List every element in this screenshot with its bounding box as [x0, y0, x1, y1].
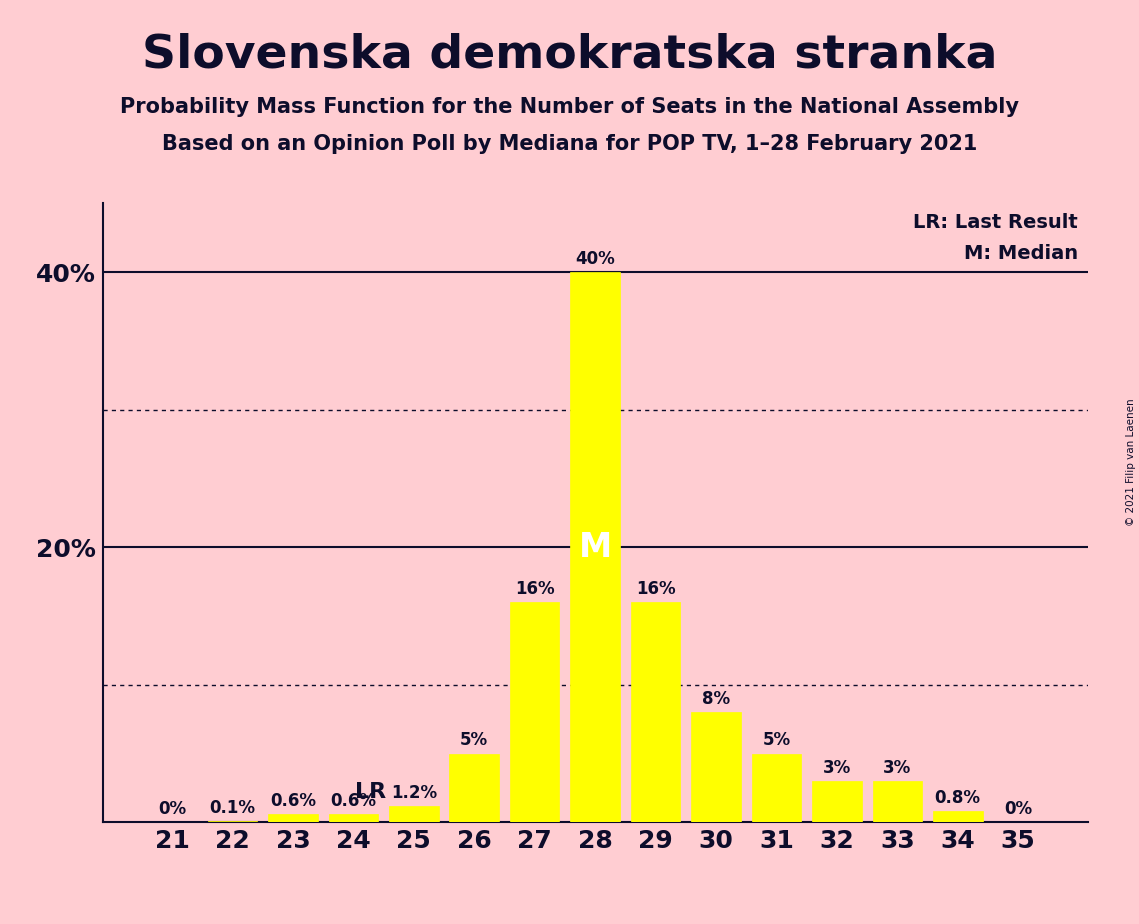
Text: 0.1%: 0.1% [210, 799, 255, 817]
Text: 0%: 0% [158, 800, 186, 819]
Bar [812, 781, 861, 822]
Text: LR: Last Result: LR: Last Result [913, 213, 1077, 232]
Text: 40%: 40% [575, 249, 615, 268]
Bar [207, 821, 257, 822]
Text: 8%: 8% [702, 690, 730, 708]
Text: LR: LR [355, 782, 386, 802]
Text: Probability Mass Function for the Number of Seats in the National Assembly: Probability Mass Function for the Number… [120, 97, 1019, 117]
Text: 1.2%: 1.2% [391, 784, 437, 802]
Text: 3%: 3% [883, 759, 911, 777]
Text: 0.6%: 0.6% [270, 792, 316, 810]
Bar [329, 814, 378, 822]
Text: 16%: 16% [636, 580, 675, 598]
Text: © 2021 Filip van Laenen: © 2021 Filip van Laenen [1126, 398, 1136, 526]
Bar [631, 602, 680, 822]
Bar [571, 272, 620, 822]
Bar [268, 814, 318, 822]
Text: 0.6%: 0.6% [330, 792, 376, 810]
Bar [752, 754, 801, 822]
Bar [872, 781, 923, 822]
Bar [510, 602, 559, 822]
Text: Based on an Opinion Poll by Mediana for POP TV, 1–28 February 2021: Based on an Opinion Poll by Mediana for … [162, 134, 977, 154]
Bar [933, 811, 983, 822]
Text: 5%: 5% [762, 732, 790, 749]
Text: M: M [579, 530, 612, 564]
Bar [390, 806, 439, 822]
Text: 5%: 5% [460, 732, 489, 749]
Text: 0.8%: 0.8% [935, 789, 981, 808]
Text: Slovenska demokratska stranka: Slovenska demokratska stranka [141, 32, 998, 78]
Text: 0%: 0% [1005, 800, 1032, 819]
Text: M: Median: M: Median [964, 244, 1077, 262]
Bar [691, 712, 740, 822]
Text: 3%: 3% [822, 759, 851, 777]
Text: 16%: 16% [515, 580, 555, 598]
Bar [450, 754, 499, 822]
